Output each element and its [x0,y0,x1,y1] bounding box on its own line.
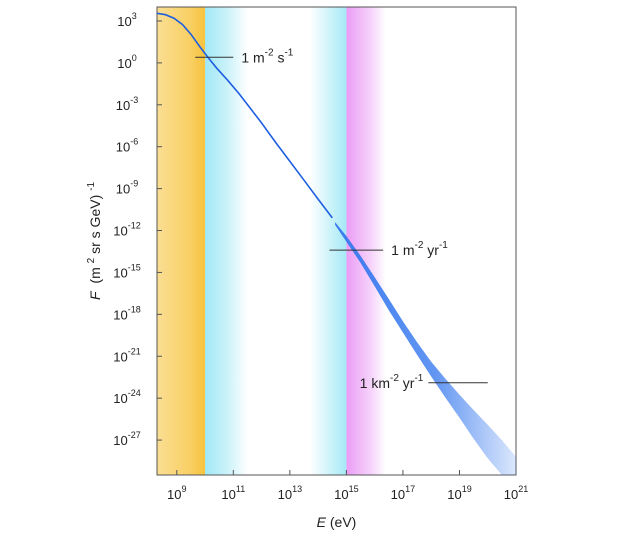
y-axis-label-unit-1: (m [87,267,103,283]
band-extragalactic [346,7,386,475]
y-axis-label-unit-sup-1: 2 [86,257,97,263]
band-solar [157,7,206,475]
series-layer [156,12,516,475]
energy-bands [157,7,386,475]
y-axis-label-var: F [87,290,103,300]
annotation-label: 1 km-2 yr-1 [360,373,424,391]
annotation-label: 1 m-2 s-1 [241,47,293,65]
y-axis-ticks: 103 100 10-3 10-6 10-9 10-12 10-15 10-18 10-21 10… [113,11,162,448]
y-tick-label: 10-24 [113,388,140,406]
y-axis-label-unit-sup-2: -1 [86,182,97,191]
x-tick-label: 1019 [447,484,471,502]
annotation-1-per-m2-yr: 1 m-2 yr-1 [329,240,448,258]
x-tick-label: 1017 [391,484,415,502]
y-tick-label: 10-6 [116,137,138,155]
x-axis-label-var: E [317,514,327,530]
x-tick-label: 1013 [278,484,302,502]
band-galactic-low [205,7,248,475]
y-tick-label: 103 [117,11,136,29]
y-tick-label: 10-15 [113,262,140,280]
x-axis-label-unit: (eV) [330,514,356,530]
band-galactic-knee [309,7,347,475]
x-tick-label: 1015 [334,484,358,502]
y-tick-label: 10-9 [116,179,138,197]
annotation-1-per-km2-yr: 1 km-2 yr-1 [360,373,488,391]
x-tick-label: 109 [167,484,186,502]
uncertainty-band [335,222,516,475]
x-axis-ticks: 109 1011 1013 1015 1017 1019 1021 [167,470,528,502]
x-axis-label: E (eV) [317,514,357,530]
y-tick-label: 10-21 [113,346,140,364]
y-tick-label: 10-12 [113,221,140,239]
x-tick-label: 1011 [221,484,245,502]
y-tick-label: 10-27 [113,430,140,448]
annotation-1-per-m2-s: 1 m-2 s-1 [195,47,294,65]
flux-series-line [156,12,333,219]
y-tick-label: 100 [117,53,136,71]
y-tick-label: 10-18 [113,304,140,322]
y-tick-label: 10-3 [116,95,138,113]
y-axis-label: F (m 2 sr s GeV) -1 [81,182,103,300]
annotation-label: 1 m-2 yr-1 [391,240,448,258]
plot-frame [156,6,517,476]
y-axis-label-unit-2: sr s GeV) [87,195,103,254]
annotations: 1 m-2 s-1 1 m-2 yr-1 1 km-2 yr-1 [195,47,488,391]
x-tick-label: 1021 [504,484,528,502]
